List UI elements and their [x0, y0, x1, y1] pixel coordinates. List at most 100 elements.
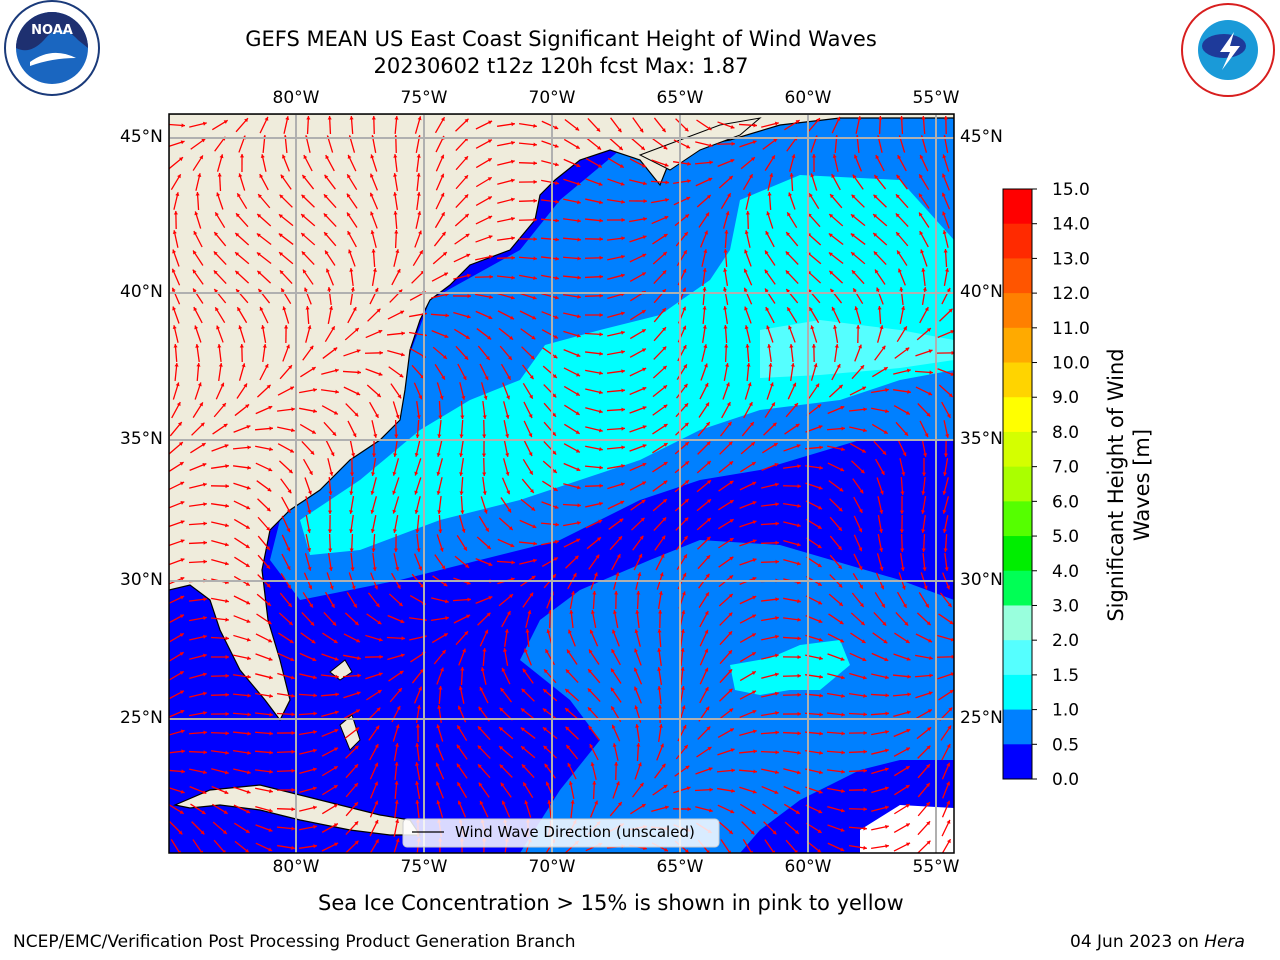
wave-direction-arrowhead [727, 421, 732, 426]
wave-direction-arrowhead [266, 526, 270, 531]
wave-direction-arrowhead [357, 656, 361, 661]
colorbar-tick-label: 4.0 [1052, 562, 1079, 582]
wave-direction-arrowhead [702, 268, 707, 272]
wave-direction-arrowhead [730, 809, 735, 814]
wave-direction-arrowhead [596, 127, 601, 132]
wave-direction-arrowhead [642, 444, 647, 448]
wave-direction-arrowhead [681, 705, 686, 710]
wave-direction-arrowhead [642, 181, 647, 186]
colorbar-tick-label: 9.0 [1052, 388, 1079, 408]
wave-direction-arrowhead [702, 325, 707, 329]
lon-label-bottom: 65°W [656, 857, 704, 877]
wave-direction-arrowhead [180, 789, 185, 794]
wave-direction-arrowhead [708, 177, 713, 182]
wave-direction-arrowhead [291, 749, 295, 754]
wave-direction-arrowhead [195, 344, 200, 348]
wave-direction-arrowhead [775, 711, 779, 716]
wave-direction-arrowhead [595, 554, 600, 559]
wave-direction-arrowhead [486, 545, 491, 549]
wave-direction-arrowhead [246, 770, 251, 775]
wave-direction-arrowhead [510, 543, 515, 548]
wave-direction-arrowhead [440, 154, 445, 159]
wave-direction-arrowhead [180, 558, 185, 563]
wave-direction-arrowhead [599, 237, 603, 242]
wave-direction-arrowhead [419, 668, 424, 673]
wave-direction-arrowhead [177, 174, 181, 179]
wave-direction-arrowhead [180, 520, 185, 525]
wave-direction-arrowhead [576, 181, 581, 186]
wave-direction-arrowhead [533, 161, 537, 166]
wave-direction-arrowhead [392, 471, 397, 476]
wave-direction-arrowhead [172, 230, 177, 234]
wave-direction-arrowhead [333, 766, 338, 770]
wave-direction-arrowhead [794, 403, 798, 408]
wave-direction-arrowhead [287, 489, 292, 494]
wave-direction-arrowhead [287, 603, 292, 607]
wave-direction-arrowhead [951, 654, 954, 659]
wave-direction-arrowhead [520, 727, 525, 732]
wave-direction-arrowhead [436, 452, 441, 457]
wave-direction-arrowhead [657, 705, 662, 709]
wave-direction-arrowhead [665, 180, 669, 185]
wave-direction-arrowhead [352, 433, 357, 438]
wave-direction-arrowhead [566, 649, 571, 654]
wave-direction-arrowhead [771, 402, 775, 407]
wave-direction-arrowhead [576, 485, 581, 490]
wave-direction-arrowhead [641, 348, 646, 353]
wave-direction-arrowhead [327, 116, 332, 120]
wave-direction-arrowhead [553, 557, 558, 562]
wave-direction-arrowhead [791, 154, 796, 159]
wave-direction-arrowhead [543, 745, 548, 750]
wave-direction-arrowhead [347, 174, 351, 179]
wave-direction-arrowhead [269, 447, 273, 452]
wave-direction-arrowhead [658, 610, 663, 614]
wave-direction-arrowhead [552, 431, 556, 436]
wave-direction-arrowhead [222, 830, 227, 834]
wave-direction-arrowhead [905, 823, 910, 828]
wave-direction-arrowhead [286, 508, 291, 513]
wave-direction-arrowhead [395, 414, 400, 419]
colorbar-tick-label: 1.0 [1052, 701, 1079, 721]
wave-direction-arrowhead [764, 269, 769, 274]
wave-direction-arrowhead [851, 252, 856, 256]
wave-direction-arrowhead [485, 356, 490, 360]
wave-direction-arrowhead [621, 254, 625, 259]
wave-direction-arrowhead [574, 555, 579, 560]
wave-direction-arrowhead [415, 743, 420, 747]
wave-direction-arrowhead [268, 656, 273, 661]
wave-direction-arrowhead [905, 785, 910, 789]
wave-direction-arrowhead [568, 781, 573, 785]
wave-direction-arrowhead [705, 422, 710, 427]
wave-direction-arrowhead [576, 353, 581, 358]
wave-direction-arrowhead [291, 693, 295, 698]
wave-direction-arrowhead [225, 692, 229, 697]
wave-direction-arrowhead [797, 731, 801, 736]
lat-label-left: 25°N [120, 708, 163, 728]
wave-direction-arrowhead [774, 463, 779, 467]
wave-direction-arrowhead [636, 591, 641, 595]
wave-direction-arrowhead [416, 173, 421, 177]
wave-direction-arrowhead [522, 668, 527, 673]
wave-direction-arrowhead [948, 707, 953, 712]
wave-direction-arrowhead [214, 232, 219, 237]
wave-direction-arrowhead [774, 121, 779, 126]
wave-direction-arrowhead [418, 395, 423, 400]
wave-direction-arrowhead [924, 433, 929, 438]
wave-direction-arrowhead [247, 693, 251, 698]
wave-direction-arrowhead [577, 520, 581, 525]
wave-direction-arrowhead [598, 428, 603, 433]
wave-direction-arrowhead [442, 252, 447, 256]
wave-direction-arrowhead [906, 368, 911, 373]
wave-direction-arrowhead [179, 652, 184, 656]
wave-direction-arrowhead [795, 810, 800, 814]
wave-direction-arrowhead [748, 402, 753, 407]
wave-direction-arrowhead [818, 600, 823, 605]
wave-direction-arrowhead [705, 592, 709, 597]
wave-direction-arrowhead [619, 518, 624, 523]
wave-direction-arrowhead [897, 155, 902, 160]
wave-direction-arrowhead [589, 629, 594, 634]
wave-direction-arrowhead [268, 405, 273, 410]
wave-direction-arrowhead [841, 693, 845, 698]
wave-direction-arrowhead [946, 781, 950, 786]
wave-direction-arrowhead [333, 785, 338, 789]
